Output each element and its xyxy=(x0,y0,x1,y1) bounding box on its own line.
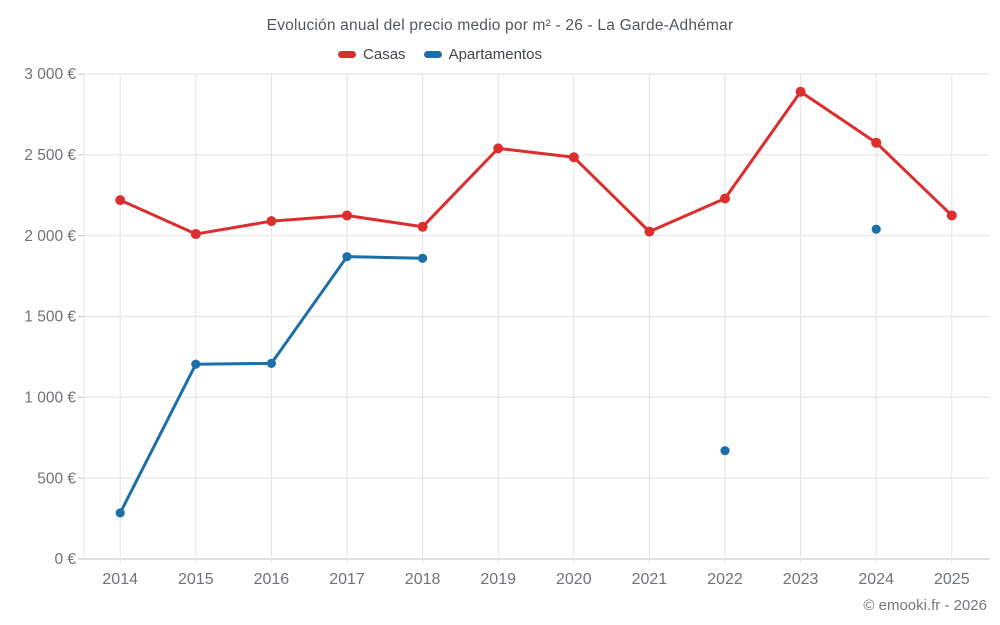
x-axis-label-2016: 2016 xyxy=(254,571,290,588)
data-point-casas-2018[interactable] xyxy=(417,221,428,232)
x-axis-label-2020: 2020 xyxy=(556,571,592,588)
y-axis-label-2000: 2 000 € xyxy=(24,228,76,245)
data-point-casas-2023[interactable] xyxy=(795,86,806,97)
x-axis-label-2024: 2024 xyxy=(858,571,894,588)
data-point-apartamentos-2017[interactable] xyxy=(342,252,352,262)
data-point-apartamentos-2016[interactable] xyxy=(266,358,276,368)
x-axis-label-2017: 2017 xyxy=(329,571,365,588)
data-point-casas-2019[interactable] xyxy=(493,143,504,154)
legend-label-casas: Casas xyxy=(363,46,406,63)
chart-title: Evolución anual del precio medio por m² … xyxy=(266,17,734,34)
y-axis-label-2500: 2 500 € xyxy=(24,147,76,164)
x-axis-label-2025: 2025 xyxy=(934,571,970,588)
data-point-apartamentos-2014[interactable] xyxy=(115,508,125,518)
data-point-casas-2017[interactable] xyxy=(342,210,352,221)
legend-item-apartamentos[interactable]: Apartamentos xyxy=(423,46,542,63)
x-axis-label-2019: 2019 xyxy=(480,571,516,588)
legend-marker-casas-icon xyxy=(338,51,357,58)
x-axis-label-2018: 2018 xyxy=(405,571,441,588)
x-axis-label-2022: 2022 xyxy=(707,571,743,588)
data-point-casas-2015[interactable] xyxy=(190,229,201,240)
data-point-casas-2014[interactable] xyxy=(115,195,126,206)
data-point-casas-2020[interactable] xyxy=(568,152,579,163)
data-point-casas-2021[interactable] xyxy=(644,226,655,237)
data-point-apartamentos-2015[interactable] xyxy=(191,359,201,369)
data-point-casas-2025[interactable] xyxy=(946,210,957,221)
x-axis-label-2023: 2023 xyxy=(783,571,819,588)
data-point-casas-2024[interactable] xyxy=(871,137,882,148)
data-point-apartamentos-2022[interactable] xyxy=(720,446,730,456)
legend-marker-apartamentos-icon xyxy=(423,51,442,58)
y-axis-label-1000: 1 000 € xyxy=(24,390,76,407)
copyright-text: © emooki.fr - 2026 xyxy=(863,597,987,614)
data-point-casas-2022[interactable] xyxy=(720,193,730,204)
y-axis-label-500: 500 € xyxy=(37,470,76,487)
legend-item-casas[interactable]: Casas xyxy=(338,46,406,63)
y-axis-label-0: 0 € xyxy=(54,551,76,568)
series-line-casas xyxy=(118,90,954,236)
x-axis-label-2015: 2015 xyxy=(178,571,214,588)
legend-label-apartamentos: Apartamentos xyxy=(448,46,542,63)
data-point-casas-2016[interactable] xyxy=(266,216,277,227)
x-axis-label-2014: 2014 xyxy=(102,571,138,588)
y-axis-label-3000: 3 000 € xyxy=(24,66,76,83)
data-point-apartamentos-2024[interactable] xyxy=(871,224,881,234)
chart-legend: Casas Apartamentos xyxy=(0,46,880,63)
y-axis-label-1500: 1 500 € xyxy=(24,309,76,326)
x-axis-label-2021: 2021 xyxy=(632,571,668,588)
data-point-apartamentos-2018[interactable] xyxy=(418,253,428,263)
